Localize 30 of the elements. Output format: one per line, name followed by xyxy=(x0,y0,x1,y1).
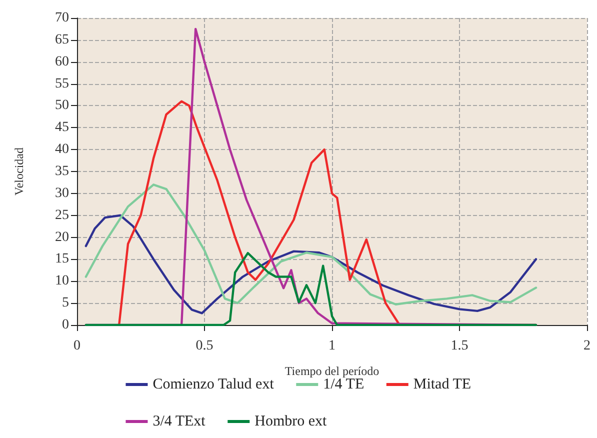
y-axis-title: Velocidad xyxy=(12,148,26,196)
legend-label: 1/4 TE xyxy=(323,376,364,392)
y-tick-label: 5 xyxy=(62,296,69,311)
y-tick-label: 45 xyxy=(55,120,69,136)
x-tick-label: 1.5 xyxy=(450,338,468,354)
y-tick-label: 40 xyxy=(55,142,69,158)
legend-label: Comienzo Talud ext xyxy=(152,376,275,392)
y-tick-label: 10 xyxy=(55,274,69,289)
line-series xyxy=(84,214,538,314)
y-tick-label: 25 xyxy=(55,208,69,223)
legend-label: Mitad TE xyxy=(413,376,472,392)
line-series xyxy=(84,252,538,326)
y-tick-label: 20 xyxy=(55,230,69,245)
y-tick-label: 15 xyxy=(55,252,69,267)
y-tick-label: 55 xyxy=(55,76,69,92)
legend-label: Hombro ext xyxy=(254,414,328,430)
line-series xyxy=(84,184,538,306)
x-tick-label: 1 xyxy=(328,338,336,354)
y-tick-label: 60 xyxy=(55,54,69,70)
y-tick-label: 70 xyxy=(55,10,69,26)
y-tick-label: 50 xyxy=(55,98,69,114)
y-tick-label: 65 xyxy=(55,32,69,48)
legend-label: 3/4 TExt xyxy=(152,414,206,430)
y-tick-label: 0 xyxy=(62,318,69,332)
x-tick-label: 2 xyxy=(584,338,590,354)
x-axis-title: Tiempo del período xyxy=(284,364,380,378)
y-tick-label: 30 xyxy=(55,186,69,201)
y-tick-label: 35 xyxy=(55,164,69,179)
x-tick-label: 0.5 xyxy=(196,338,214,354)
x-tick-label: 0 xyxy=(74,338,80,354)
